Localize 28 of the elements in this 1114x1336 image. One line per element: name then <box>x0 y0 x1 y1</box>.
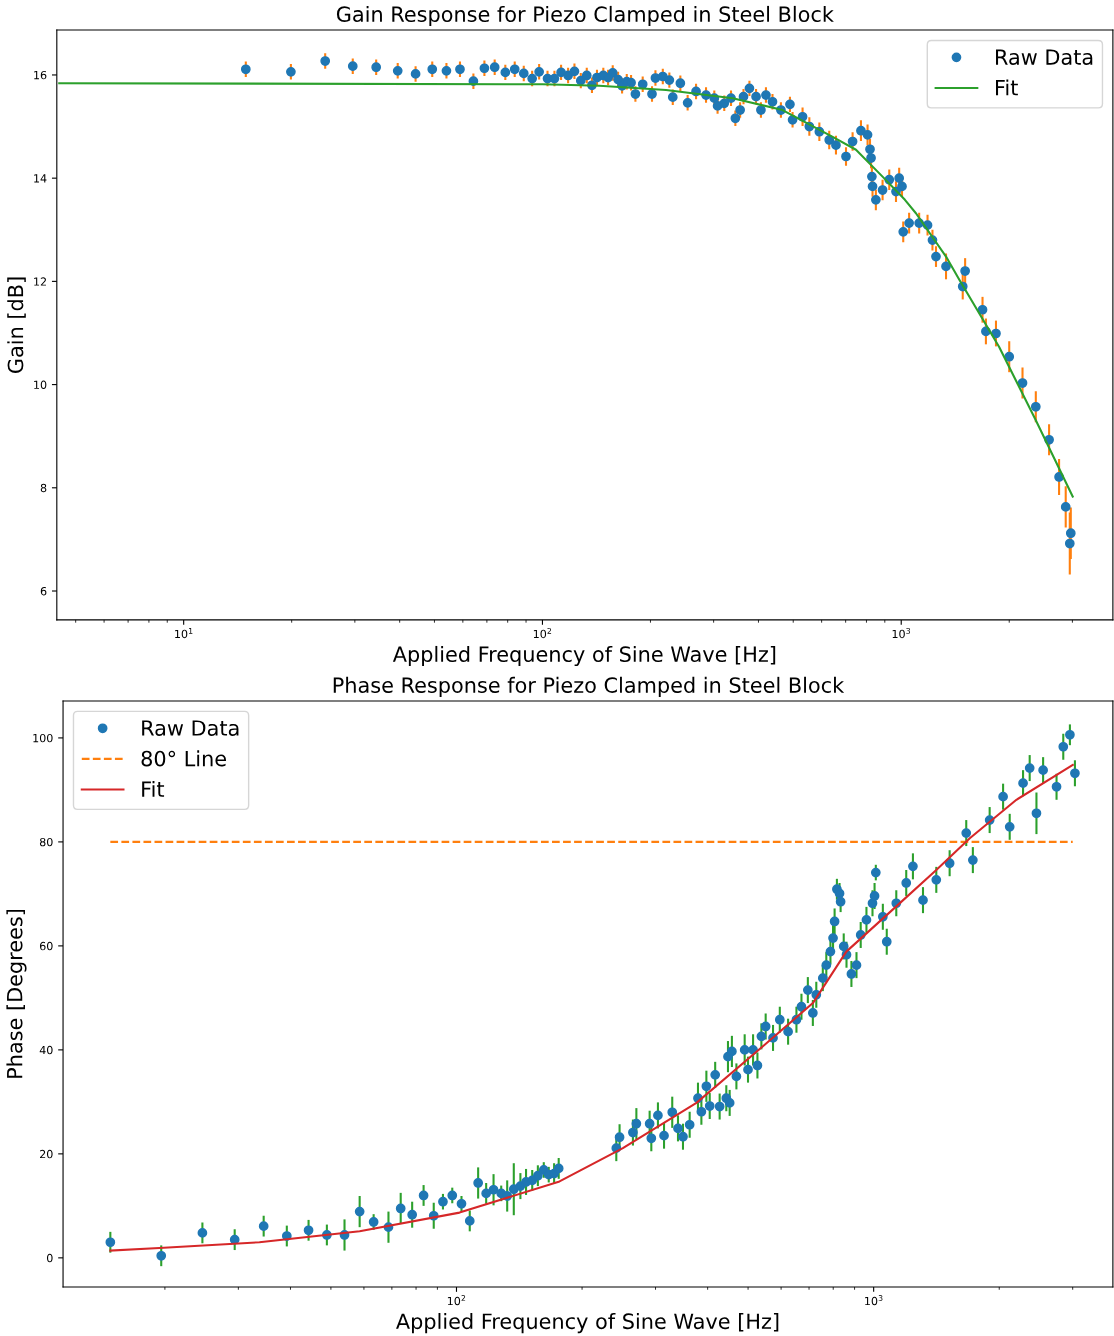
legend-label: Fit <box>996 79 1018 96</box>
x-tick-label: 10$^{2}$ <box>533 627 552 639</box>
y-tick-label: 80 <box>39 837 53 847</box>
y-tick-label: 100 <box>33 733 53 743</box>
y-tick-label: 8 <box>40 483 47 493</box>
chart-title: Phase Response for Piezo Clamped in Steel Block <box>333 676 845 697</box>
y-tick-label: 20 <box>40 1149 53 1159</box>
x-axis-title: Applied Frequency of Sine Wave [Hz] <box>392 645 776 667</box>
chart-title: Gain Response for Piezo Clamped in Steel Block <box>336 5 834 27</box>
y-tick-label: 16 <box>34 70 47 80</box>
legend-label: 80° Line <box>141 750 226 767</box>
x-tick-label: 10$^{3}$ <box>892 627 911 639</box>
y-tick-label: 6 <box>40 586 47 596</box>
legend-label: Fit <box>142 780 165 797</box>
x-tick-label: 10$^{1}$ <box>175 628 193 639</box>
x-axis-title: Applied Frequency of Sine Wave [Hz] <box>396 1313 779 1334</box>
y-tick-label: 0 <box>46 1253 53 1263</box>
y-tick-label: 10 <box>34 380 47 389</box>
y-axis-title: Phase [Degrees] <box>6 909 27 1078</box>
legend-label: Raw Data <box>142 720 239 736</box>
legend-label: Raw Data <box>996 49 1093 65</box>
y-tick-label: 14 <box>34 174 47 183</box>
y-tick-label: 40 <box>39 1045 53 1055</box>
x-tick-label: 10$^{3}$ <box>865 1295 883 1306</box>
y-tick-label: 60 <box>39 941 53 951</box>
x-tick-label: 10$^{2}$ <box>447 1295 466 1306</box>
y-tick-label: 12 <box>34 277 46 286</box>
y-axis-title: Gain [dB] <box>7 277 26 373</box>
